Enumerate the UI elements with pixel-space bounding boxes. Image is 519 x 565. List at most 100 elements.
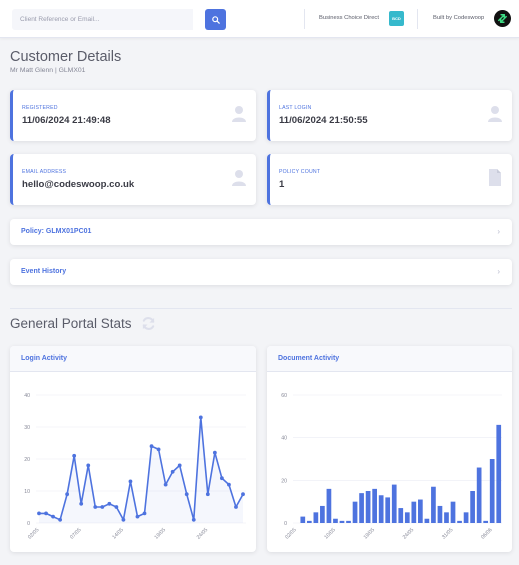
file-icon xyxy=(489,169,501,186)
data-point[interactable] xyxy=(107,501,112,506)
y-tick-label: 20 xyxy=(24,457,30,463)
x-tick-label: 02/05 xyxy=(27,527,41,541)
chevron-right-icon: › xyxy=(497,267,500,276)
search-group xyxy=(12,9,226,30)
data-point[interactable] xyxy=(156,447,161,452)
x-tick-label: 31/05 xyxy=(441,527,455,541)
bar[interactable] xyxy=(431,486,436,523)
bar[interactable] xyxy=(476,467,482,523)
bar[interactable] xyxy=(463,512,469,523)
bar[interactable] xyxy=(326,488,332,523)
x-tick-label: 02/05 xyxy=(284,527,298,541)
info-value: 11/06/2024 21:49:48 xyxy=(22,115,111,126)
data-point[interactable] xyxy=(128,479,133,484)
data-point[interactable] xyxy=(37,511,41,516)
data-point[interactable] xyxy=(234,505,238,509)
data-point[interactable] xyxy=(58,517,63,522)
bar[interactable] xyxy=(346,520,351,523)
bar[interactable] xyxy=(424,518,430,523)
bar[interactable] xyxy=(411,501,417,523)
data-point[interactable] xyxy=(205,492,210,497)
data-point[interactable] xyxy=(100,505,105,509)
data-point[interactable] xyxy=(212,450,217,455)
bar[interactable] xyxy=(300,516,306,523)
bar[interactable] xyxy=(489,459,495,523)
policy-count-card: Policy Count 1 xyxy=(267,154,512,205)
data-point[interactable] xyxy=(79,501,84,506)
email-card: Email Address hello@codeswoop.co.uk xyxy=(10,154,256,205)
data-point[interactable] xyxy=(219,476,224,481)
bar[interactable] xyxy=(378,495,384,523)
data-point[interactable] xyxy=(241,492,245,497)
built-by-label[interactable]: Built by Codeswoop xyxy=(433,15,485,21)
bar[interactable] xyxy=(320,505,325,523)
bar[interactable] xyxy=(359,493,364,523)
data-point[interactable] xyxy=(135,514,140,519)
y-tick-label: 60 xyxy=(281,393,287,399)
line-series xyxy=(39,416,244,521)
bar[interactable] xyxy=(313,512,319,523)
bar[interactable] xyxy=(352,501,358,523)
bar[interactable] xyxy=(444,512,449,523)
data-point[interactable] xyxy=(93,505,98,509)
y-tick-label: 40 xyxy=(281,436,287,442)
bar[interactable] xyxy=(450,501,456,523)
data-point[interactable] xyxy=(163,482,168,487)
topbar-divider xyxy=(304,9,305,29)
bar[interactable] xyxy=(339,520,345,523)
bar[interactable] xyxy=(496,424,502,523)
chart-header: Login Activity xyxy=(10,346,256,372)
section-divider xyxy=(10,308,512,309)
bar[interactable] xyxy=(437,505,443,523)
line-area xyxy=(39,417,243,523)
brand-logo[interactable]: BCD xyxy=(389,11,404,26)
refresh-icon[interactable] xyxy=(141,316,156,331)
bar[interactable] xyxy=(398,508,404,523)
y-tick-label: 40 xyxy=(24,393,30,399)
bar[interactable] xyxy=(483,520,489,523)
chevron-right-icon: › xyxy=(497,227,500,236)
bar[interactable] xyxy=(372,488,377,523)
data-point[interactable] xyxy=(51,514,55,519)
bar[interactable] xyxy=(457,520,462,523)
data-point[interactable] xyxy=(114,505,119,509)
codeswoop-logo[interactable] xyxy=(494,10,511,27)
data-point[interactable] xyxy=(191,517,196,522)
policy-section-toggle[interactable]: Policy: GLMX01PC01 › xyxy=(10,219,512,245)
data-point[interactable] xyxy=(170,469,175,474)
login-activity-card: Login Activity 0 10 20 30 40 02/05 07/05 14/05 1… xyxy=(10,346,256,552)
bar[interactable] xyxy=(306,520,312,523)
event-history-label: Event History xyxy=(21,268,67,275)
chart-title: Document Activity xyxy=(278,355,340,362)
data-point[interactable] xyxy=(86,463,91,468)
bar[interactable] xyxy=(470,491,475,523)
data-point[interactable] xyxy=(44,511,48,516)
data-point[interactable] xyxy=(142,511,147,516)
bar[interactable] xyxy=(365,491,371,523)
data-point[interactable] xyxy=(65,492,70,497)
bar[interactable] xyxy=(391,484,397,523)
info-value: hello@codeswoop.co.uk xyxy=(22,179,135,190)
info-value: 1 xyxy=(279,179,285,190)
x-tick-label: 07/05 xyxy=(69,527,83,541)
event-history-toggle[interactable]: Event History › xyxy=(10,259,512,285)
bar[interactable] xyxy=(385,497,391,523)
info-label: Registered xyxy=(22,105,58,111)
data-point[interactable] xyxy=(184,492,189,497)
brand-name[interactable]: Business Choice Direct xyxy=(319,15,379,21)
chart-title: Login Activity xyxy=(21,355,68,362)
bar[interactable] xyxy=(418,499,423,523)
data-point[interactable] xyxy=(177,463,182,468)
search-input[interactable] xyxy=(12,9,193,30)
data-point[interactable] xyxy=(72,453,77,458)
bar[interactable] xyxy=(404,512,410,523)
data-point[interactable] xyxy=(149,444,154,449)
y-tick-label: 20 xyxy=(281,478,287,484)
search-button[interactable] xyxy=(205,9,226,30)
data-point[interactable] xyxy=(198,415,203,420)
data-point[interactable] xyxy=(121,517,126,522)
info-label: Email Address xyxy=(22,169,67,175)
bar[interactable] xyxy=(333,518,338,523)
y-tick-label: 30 xyxy=(24,425,30,431)
data-point[interactable] xyxy=(227,482,231,487)
